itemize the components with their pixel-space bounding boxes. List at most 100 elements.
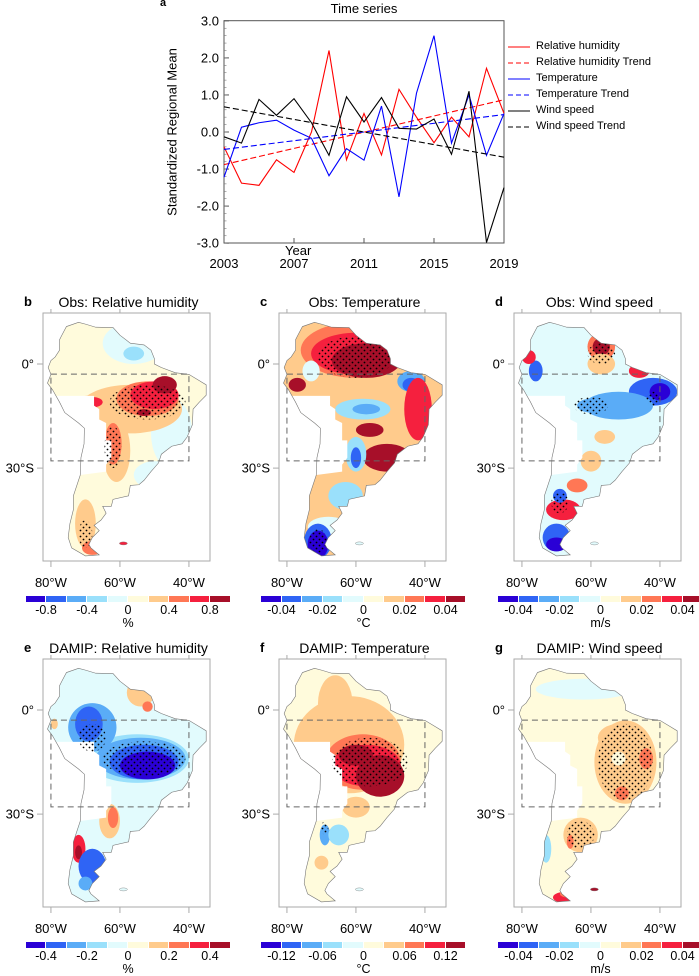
colorbar-label: 0.04 [670, 949, 694, 963]
colorbar-swatch [128, 596, 148, 602]
contour-region [404, 378, 432, 440]
colorbar-label: 0.04 [433, 603, 457, 617]
significance-stippling [598, 724, 653, 800]
colorbar-swatch [405, 596, 425, 602]
colorbar-label: -0.06 [308, 949, 337, 963]
colorbar-b [26, 596, 231, 602]
trend-field [514, 659, 681, 907]
colorbar-swatch [323, 596, 343, 602]
lon-label: 60°W [340, 575, 372, 590]
contour-region [363, 444, 411, 472]
lon-label: 40°W [409, 575, 441, 590]
lat-label: 30°S [477, 807, 505, 822]
lat-label: 0° [258, 703, 270, 718]
colorbar-swatch [683, 596, 699, 602]
map-c [279, 313, 446, 561]
colorbar-swatch [601, 942, 621, 948]
colorbar-swatch [446, 596, 466, 602]
colorbar-unit: °C [356, 962, 370, 976]
colorbar-swatch [519, 596, 539, 602]
significance-stippling [110, 385, 186, 420]
colorbar-swatch [662, 596, 682, 602]
significance-stippling [318, 336, 394, 378]
contour-region [356, 423, 384, 437]
colorbar-label: -0.8 [35, 603, 57, 617]
lat-label: 0° [493, 703, 505, 718]
series-line-relative-humidity-trend [224, 100, 504, 165]
colorbar-swatch [560, 596, 580, 602]
contour-region [134, 461, 175, 489]
colorbar-swatch [302, 596, 322, 602]
colorbar-swatch [108, 942, 128, 948]
falkland-islands [355, 542, 363, 545]
colorbar-swatch [128, 942, 148, 948]
significance-stippling [574, 397, 609, 414]
legend-item: Relative humidity [536, 40, 620, 52]
trend-field [43, 313, 210, 561]
map-d [514, 313, 681, 561]
colorbar-swatch [560, 942, 580, 948]
significance-stippling [103, 741, 186, 776]
contour-region [629, 364, 650, 378]
panel-letter: d [495, 294, 503, 309]
colorbar-swatch [405, 942, 425, 948]
legend-item: Wind speed [536, 104, 594, 116]
colorbar-label: -0.02 [545, 949, 574, 963]
colorbar-swatch [149, 596, 169, 602]
trend-field [43, 659, 210, 907]
colorbar-swatch [46, 596, 66, 602]
significance-stippling [646, 392, 660, 406]
colorbar-swatch [642, 942, 662, 948]
colorbar-swatch [282, 596, 302, 602]
colorbar-swatch [46, 942, 66, 948]
colorbar-swatch [302, 942, 322, 948]
map-f [279, 659, 446, 907]
colorbar-label: -0.4 [35, 949, 57, 963]
lat-label: 30°S [6, 461, 34, 476]
contour-region [541, 835, 551, 863]
colorbar-unit: m/s [590, 616, 610, 630]
colorbar-label: 0.02 [629, 603, 653, 617]
panel-title: Obs: Relative humidity [58, 294, 198, 310]
legend-item: Wind speed Trend [536, 120, 625, 132]
legend-item: Relative humidity Trend [536, 56, 651, 68]
significance-stippling [551, 492, 568, 513]
colorbar-g [498, 942, 699, 948]
colorbar-swatch [519, 942, 539, 948]
significance-stippling [309, 529, 326, 553]
colorbar-swatch [683, 942, 699, 948]
colorbar-label: -0.04 [267, 603, 296, 617]
panel-title: DAMIP: Wind speed [536, 640, 662, 656]
colorbar-label: -0.12 [267, 949, 296, 963]
lon-label: 60°W [575, 575, 607, 590]
lon-label: 60°W [104, 575, 136, 590]
significance-stippling [321, 821, 328, 835]
lat-label: 30°S [6, 807, 34, 822]
lon-label: 80°W [506, 921, 538, 936]
colorbar-swatch [621, 596, 641, 602]
colorbar-label: 0.02 [392, 603, 416, 617]
colorbar-swatch [364, 942, 384, 948]
legend-item: Temperature Trend [536, 88, 629, 100]
colorbar-label: -0.02 [308, 603, 337, 617]
panel-title: Obs: Temperature [309, 294, 421, 310]
contour-region [522, 350, 536, 364]
lat-label: 0° [22, 357, 34, 372]
plot-frame [224, 21, 504, 243]
significance-stippling [587, 343, 615, 364]
colorbar-swatch [425, 596, 445, 602]
panel-title: Obs: Wind speed [546, 294, 653, 310]
lat-label: 30°S [242, 461, 270, 476]
colorbar-label: -0.2 [76, 949, 98, 963]
colorbar-swatch [87, 596, 107, 602]
colorbar-swatch [261, 596, 281, 602]
contour-region [108, 807, 118, 828]
colorbar-label: 0.8 [201, 603, 218, 617]
colorbar-label: 0.12 [433, 949, 457, 963]
panel-title: DAMIP: Temperature [299, 640, 429, 656]
colorbar-label: -0.04 [504, 603, 533, 617]
colorbar-swatch [662, 942, 682, 948]
significance-stippling [104, 426, 121, 468]
colorbar-swatch [67, 942, 87, 948]
colorbar-swatch [26, 942, 46, 948]
